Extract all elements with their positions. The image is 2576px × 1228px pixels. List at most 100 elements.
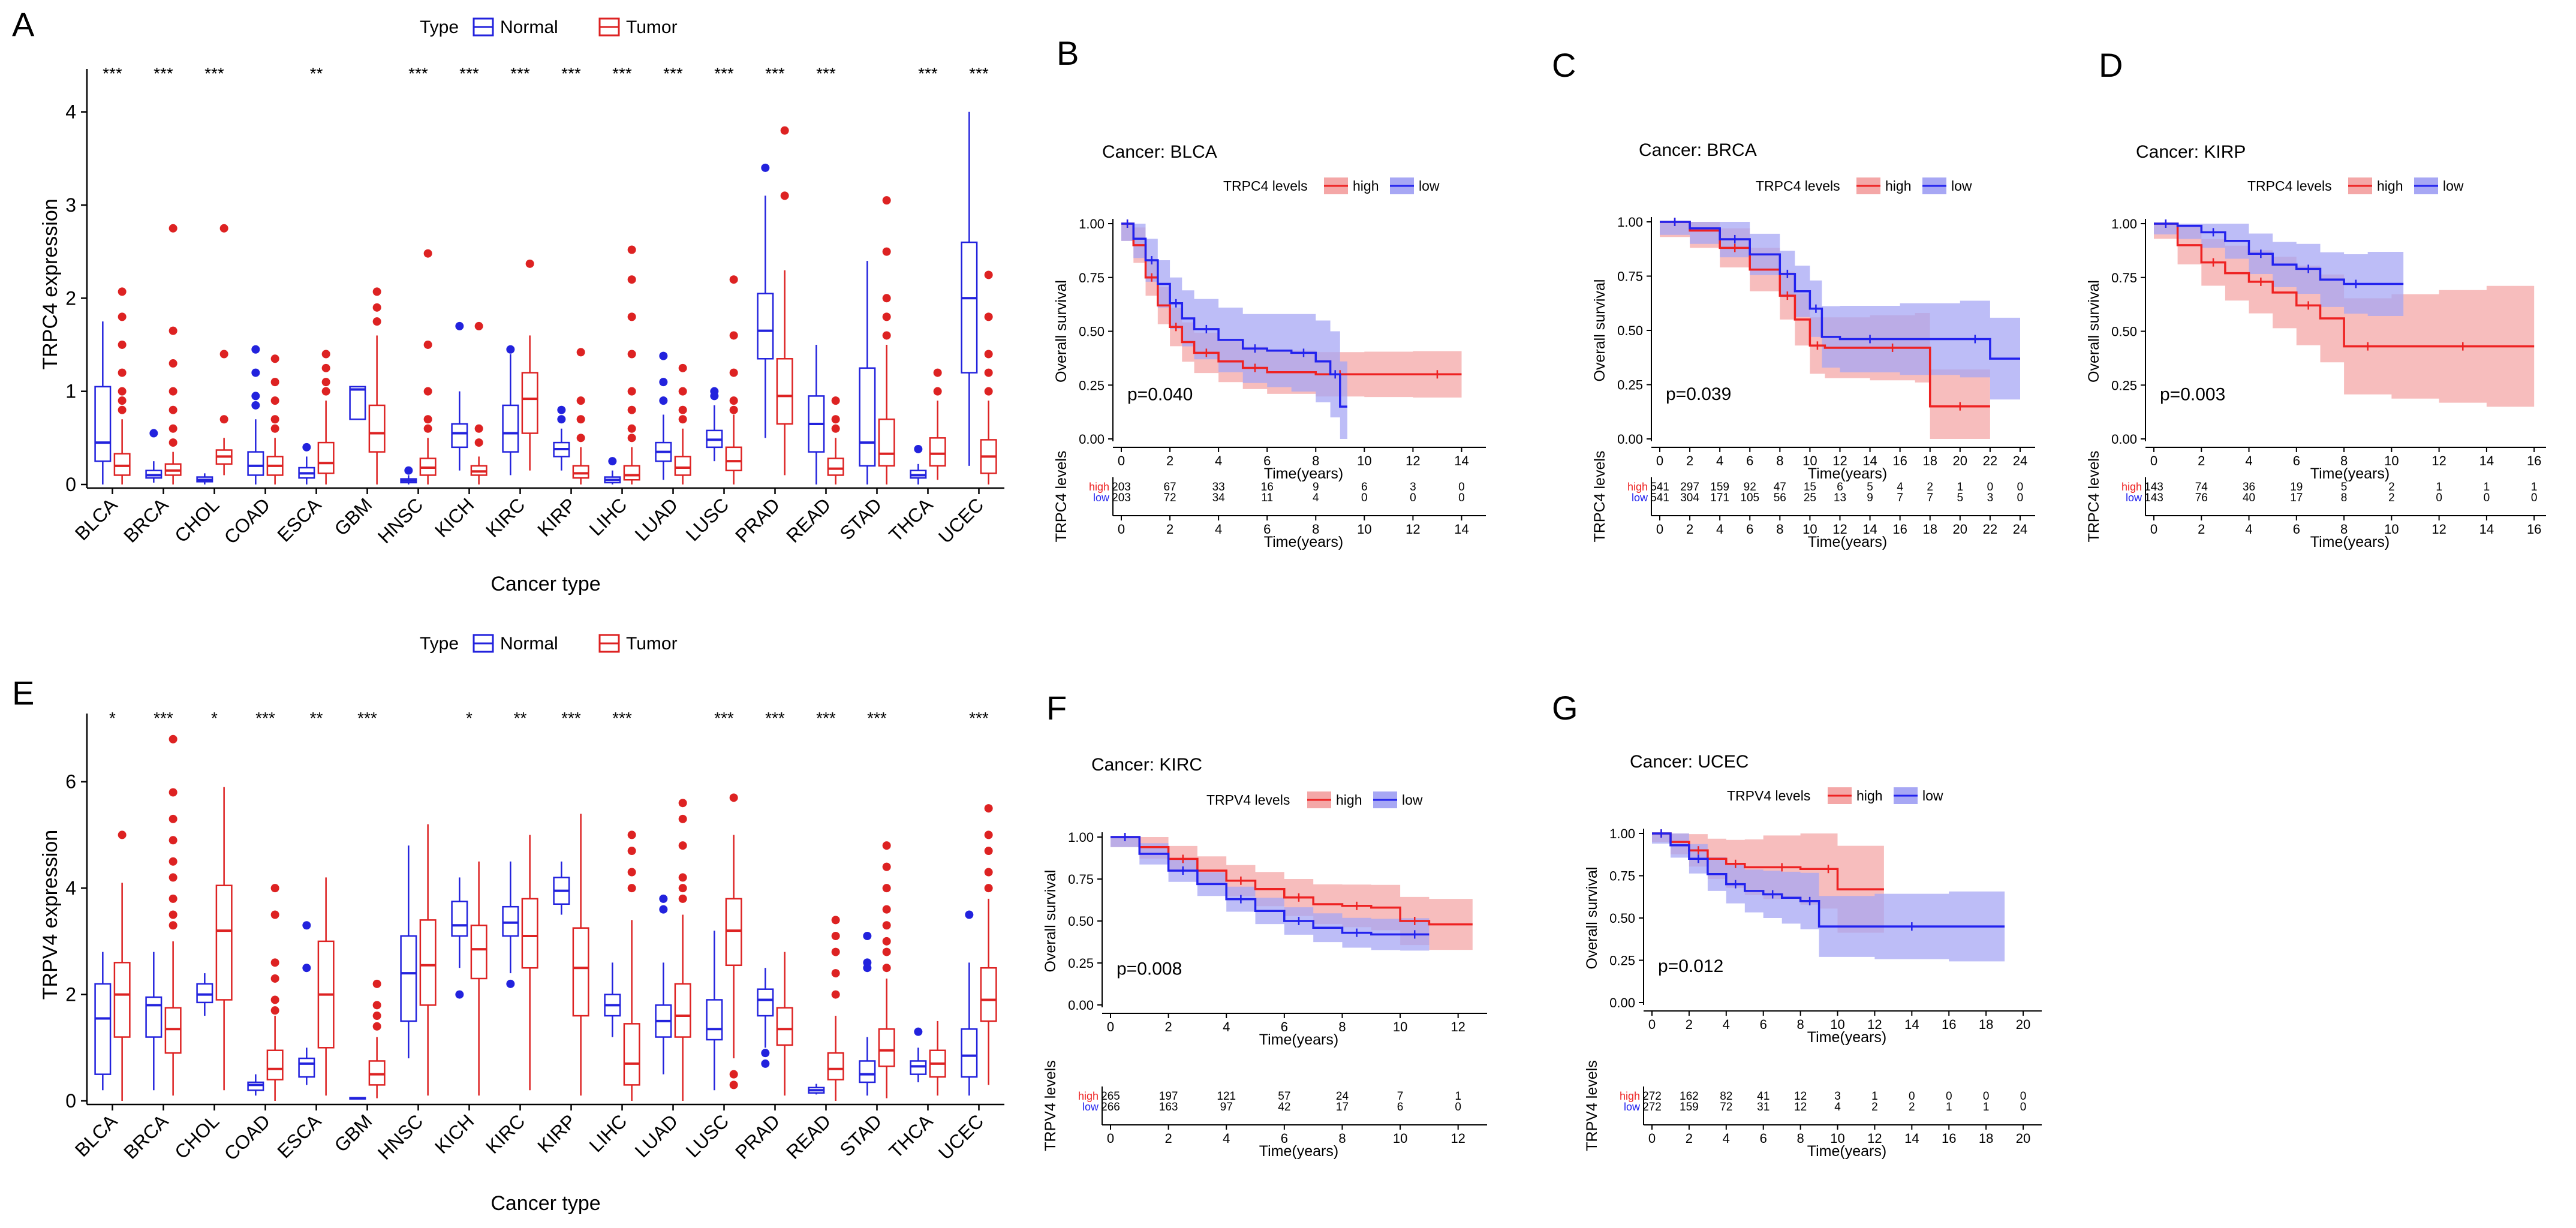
iqr-box: [776, 358, 793, 425]
outlier-point: [270, 884, 279, 893]
iqr-box: [502, 905, 519, 937]
x-tick-label: 4: [1716, 453, 1723, 468]
risk-x-tick-label: 10: [1802, 522, 1817, 537]
outlier-point: [372, 303, 381, 312]
normal-box: [808, 1083, 825, 1095]
significance-marker: ***: [612, 709, 632, 727]
outlier-point: [761, 1049, 770, 1058]
outlier-point: [933, 368, 942, 377]
ci-band-low: [1121, 224, 1347, 439]
normal-box: [349, 386, 366, 420]
x-tick-label: 20: [2016, 1017, 2030, 1032]
significance-marker: ***: [510, 64, 530, 83]
outlier-point: [423, 340, 432, 349]
outlier-point: [984, 884, 993, 893]
risk-x-tick-label: 2: [1686, 522, 1693, 537]
risk-count-low: 2: [2388, 492, 2395, 504]
outlier-point: [863, 931, 872, 940]
significance-marker: ***: [255, 709, 275, 727]
outlier-point: [831, 424, 840, 433]
risk-count-low: 12: [1794, 1101, 1807, 1113]
y-tick-label: 0.25: [1079, 378, 1105, 393]
x-tick-label: CHOL: [170, 493, 223, 546]
risk-x-tick-label: 20: [2016, 1131, 2030, 1146]
p-value: p=0.040: [1127, 384, 1193, 404]
outlier-point: [576, 396, 585, 405]
risk-count-low: 97: [1220, 1101, 1233, 1113]
outlier-point: [270, 974, 279, 983]
outlier-point: [729, 1070, 738, 1079]
outlier-point: [729, 275, 738, 284]
outlier-point: [302, 964, 311, 973]
risk-x-axis-label: Time(years): [1807, 1143, 1886, 1160]
outlier-point: [118, 368, 127, 377]
tumor-box: [521, 835, 538, 1091]
iqr-box: [706, 999, 723, 1041]
risk-x-tick-label: 2: [1686, 1131, 1693, 1146]
iqr-box: [266, 1049, 284, 1080]
x-tick-label: UCEC: [934, 1110, 988, 1164]
iqr-box: [94, 386, 112, 462]
legend-label-low: low: [1402, 792, 1423, 808]
outlier-point: [168, 921, 177, 930]
y-tick-label: 4: [65, 877, 76, 899]
outlier-point: [118, 340, 127, 349]
outlier-point: [659, 396, 668, 405]
x-tick-label: 16: [2527, 453, 2541, 468]
outlier-point: [168, 405, 177, 414]
tumor-box: [623, 830, 640, 1101]
risk-x-tick-label: 10: [1357, 522, 1371, 537]
outlier-point: [659, 894, 668, 903]
x-tick-label: 0: [1107, 1019, 1114, 1034]
x-tick-label: THCA: [884, 493, 937, 546]
outlier-point: [557, 415, 566, 424]
risk-x-tick-label: 6: [1746, 522, 1753, 537]
outlier-point: [882, 964, 891, 973]
outlier-point: [168, 326, 177, 335]
normal-box: [196, 473, 213, 484]
outlier-point: [168, 857, 177, 866]
risk-x-tick-label: 22: [1983, 522, 1997, 537]
x-tick-label: 14: [2479, 453, 2494, 468]
significance-marker: ***: [154, 709, 173, 727]
risk-x-tick-label: 8: [1338, 1131, 1346, 1146]
tumor-box: [878, 841, 895, 1098]
iqr-box: [725, 898, 742, 967]
risk-count-low: 11: [1261, 492, 1273, 504]
outlier-point: [576, 415, 585, 424]
risk-table-label: TRPV4 levels: [1584, 1060, 1600, 1151]
panel-label-b: B: [1057, 34, 1079, 72]
tumor-box: [470, 861, 487, 1096]
risk-count-low: 5: [1957, 492, 1964, 504]
outlier-point: [678, 799, 687, 808]
iqr-box: [725, 446, 742, 471]
outlier-point: [659, 351, 668, 360]
tumor-box: [725, 793, 742, 1089]
outlier-point: [251, 392, 260, 401]
tumor-box: [368, 287, 386, 484]
outlier-point: [455, 321, 464, 330]
outlier-point: [168, 836, 177, 845]
iqr-box: [878, 1028, 895, 1067]
risk-count-low: 3: [1987, 492, 1994, 504]
x-tick-label: KIRC: [482, 1110, 529, 1158]
outlier-point: [168, 359, 177, 368]
risk-count-high: 36: [2243, 481, 2255, 493]
legend-title: Type: [420, 17, 459, 37]
risk-x-tick-label: 8: [1776, 522, 1783, 537]
outlier-point: [933, 387, 942, 396]
risk-count-low: 0: [2531, 492, 2538, 504]
significance-marker: ***: [714, 64, 734, 83]
significance-marker: ***: [204, 64, 224, 83]
y-tick-label: 0.25: [1068, 956, 1094, 971]
outlier-point: [118, 830, 127, 839]
iqr-box: [368, 404, 386, 453]
iqr-box: [215, 884, 233, 1001]
normal-box: [808, 344, 825, 484]
outlier-point: [882, 884, 891, 893]
y-tick-label: 2: [65, 984, 76, 1006]
risk-count-high: 0: [1946, 1090, 1952, 1103]
y-tick-label: 0.50: [1079, 324, 1105, 339]
significance-marker: ***: [714, 709, 734, 727]
